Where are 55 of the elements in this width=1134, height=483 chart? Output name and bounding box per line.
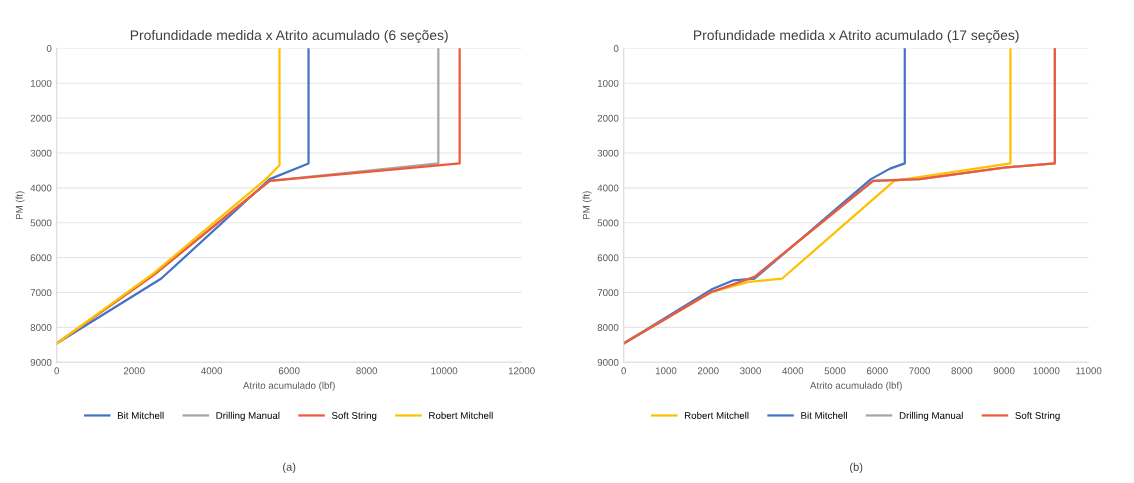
y-tick-label: 7000: [30, 289, 52, 297]
y-tick-label: 4000: [30, 184, 52, 192]
legend-label: Drilling Manual: [216, 411, 280, 421]
x-tick-label: 0: [621, 367, 627, 375]
y-axis-title: PM (ft): [15, 191, 25, 220]
x-tick-label: 9000: [993, 367, 1015, 375]
x-tick-label: 5000: [824, 367, 846, 375]
x-tick-label: 6000: [278, 367, 300, 375]
y-tick-label: 0: [46, 45, 52, 52]
y-tick-label: 7000: [597, 289, 619, 297]
x-tick-label: 7000: [909, 367, 931, 375]
x-tick-label: 4000: [201, 367, 223, 375]
y-tick-label: 1000: [30, 79, 52, 87]
x-tick-label: 4000: [782, 367, 804, 375]
y-tick-label: 5000: [30, 219, 52, 227]
y-axis-title: PM (ft): [582, 191, 592, 220]
x-tick-label: 1000: [655, 367, 677, 375]
y-tick-label: 2000: [30, 114, 52, 122]
y-tick-label: 9000: [597, 358, 619, 366]
legend-label: Soft String: [331, 411, 377, 421]
legend-label: Robert Mitchell: [429, 411, 493, 419]
x-tick-label: 6000: [866, 367, 888, 375]
chart-title: Profundidade medida x Atrito acumulado (17 seções): [694, 29, 1019, 43]
y-tick-label: 8000: [597, 324, 619, 331]
legend-label: Robert Mitchell: [684, 411, 749, 419]
x-tick-label: 2000: [123, 367, 145, 375]
y-tick-label: 6000: [597, 254, 619, 262]
legend-label: Drilling Manual: [899, 411, 963, 421]
legend-label: Soft String: [1015, 411, 1060, 421]
y-tick-label: 1000: [597, 79, 619, 87]
x-axis-title: Atrito acumulado (lbf): [242, 381, 335, 391]
x-tick-label: 3000: [740, 367, 761, 375]
x-tick-label: 2000: [697, 367, 719, 375]
y-tick-label: 9000: [30, 358, 52, 366]
x-tick-label: 0: [54, 367, 60, 375]
chart-title: Profundidade medida x Atrito acumulado (6 seções): [130, 29, 448, 43]
y-tick-label: 2000: [597, 114, 619, 122]
x-tick-label: 12000: [508, 367, 535, 375]
y-tick-label: 5000: [597, 219, 619, 227]
text: (b): [850, 462, 863, 474]
legend-label: Bit Mitchell: [801, 411, 847, 419]
text: (a): [283, 462, 296, 474]
x-tick-label: 8000: [951, 367, 973, 375]
x-tick-label: 10000: [1033, 367, 1060, 375]
y-tick-label: 4000: [597, 184, 619, 192]
y-tick-label: 0: [613, 45, 619, 52]
y-tick-label: 3000: [30, 149, 52, 157]
y-tick-label: 8000: [30, 324, 52, 331]
x-tick-label: 8000: [356, 367, 378, 375]
x-tick-label: 11000: [1076, 367, 1102, 375]
y-tick-label: 6000: [30, 254, 52, 262]
y-tick-label: 3000: [597, 149, 619, 157]
x-axis-title: Atrito acumulado (lbf): [809, 381, 902, 391]
x-tick-label: 10000: [431, 367, 458, 375]
legend-label: Bit Mitchell: [117, 411, 164, 419]
